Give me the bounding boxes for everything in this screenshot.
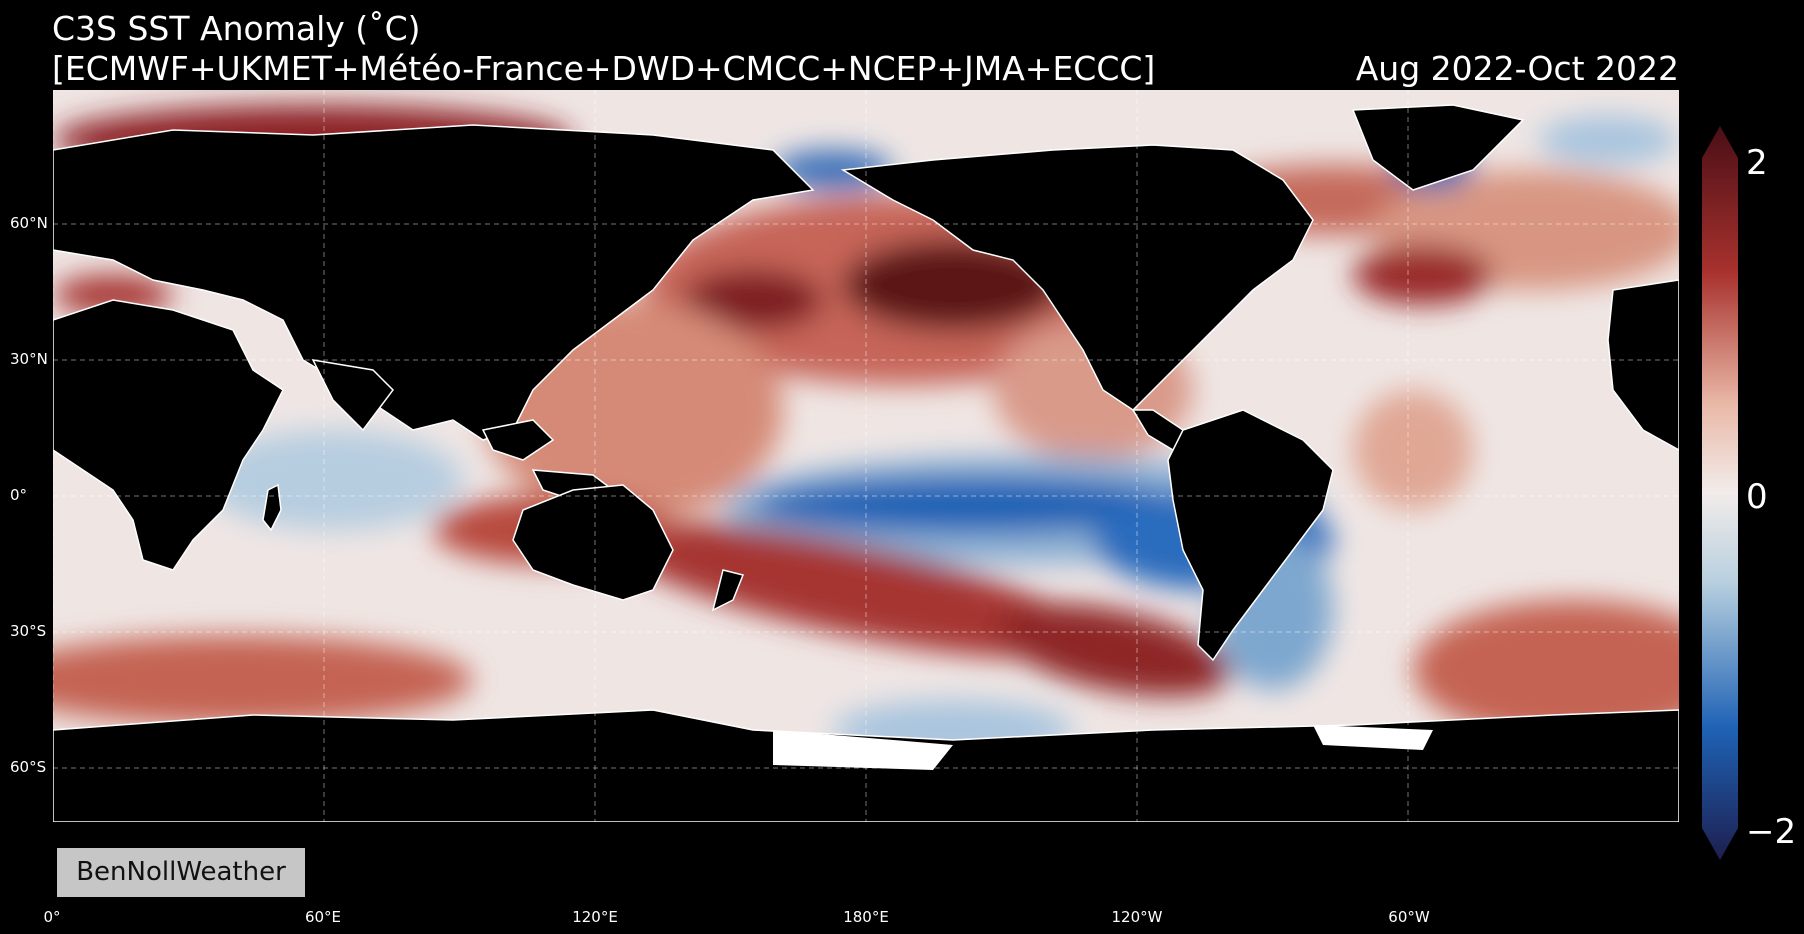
lon-label-60w: 60°W [1388,908,1430,926]
ice-shelf [773,730,953,770]
lon-label-180e: 180°E [843,908,889,926]
forecast-period: Aug 2022-Oct 2022 [1355,49,1679,88]
colorbar-min-label: −2 [1746,812,1797,852]
land-masses [53,104,1679,822]
lon-label-60e: 60°E [304,908,342,926]
lat-label-60s: 60°S [10,758,47,776]
graticule [53,90,1679,822]
lon-label-120w: 120°W [1111,908,1163,926]
watermark: BenNollWeather [57,848,305,897]
lat-label-60n: 60°N [10,214,48,232]
ice-shelf [1313,725,1433,750]
lat-label-30s: 30°S [10,622,47,640]
lon-label-0: 0° [43,908,61,926]
sst-anomaly-map [53,90,1679,822]
model-list-subtitle: [ECMWF+UKMET+Météo-France+DWD+CMCC+NCEP+… [52,49,1156,88]
lat-label-eq: 0° [10,486,28,504]
colorbar-gradient [1702,126,1738,860]
lon-label-120e: 120°E [572,908,618,926]
lat-label-30n: 30°N [10,350,48,368]
colorbar-max-label: 2 [1746,143,1768,183]
map-title: C3S SST Anomaly (˚C) [52,9,421,48]
colorbar-mid-label: 0 [1746,477,1768,517]
colorbar [1700,126,1740,860]
